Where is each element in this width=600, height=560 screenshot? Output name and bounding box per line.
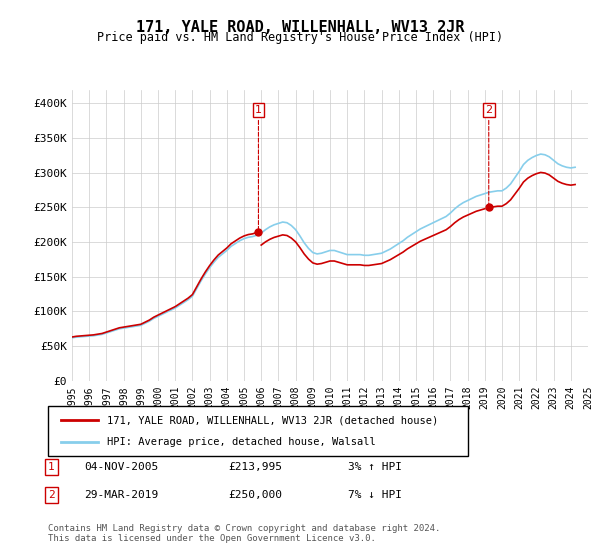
Text: Price paid vs. HM Land Registry's House Price Index (HPI): Price paid vs. HM Land Registry's House … [97, 31, 503, 44]
Text: £250,000: £250,000 [228, 490, 282, 500]
Text: 171, YALE ROAD, WILLENHALL, WV13 2JR: 171, YALE ROAD, WILLENHALL, WV13 2JR [136, 20, 464, 35]
Text: 2: 2 [48, 490, 55, 500]
FancyBboxPatch shape [48, 406, 468, 456]
Text: Contains HM Land Registry data © Crown copyright and database right 2024.
This d: Contains HM Land Registry data © Crown c… [48, 524, 440, 543]
Text: 1: 1 [255, 105, 262, 230]
Text: 7% ↓ HPI: 7% ↓ HPI [348, 490, 402, 500]
Text: HPI: Average price, detached house, Walsall: HPI: Average price, detached house, Wals… [107, 437, 376, 447]
Text: 29-MAR-2019: 29-MAR-2019 [84, 490, 158, 500]
Text: 3% ↑ HPI: 3% ↑ HPI [348, 462, 402, 472]
Text: 171, YALE ROAD, WILLENHALL, WV13 2JR (detached house): 171, YALE ROAD, WILLENHALL, WV13 2JR (de… [107, 415, 438, 425]
Text: 2: 2 [485, 105, 493, 205]
Text: £213,995: £213,995 [228, 462, 282, 472]
Text: 04-NOV-2005: 04-NOV-2005 [84, 462, 158, 472]
Text: 1: 1 [48, 462, 55, 472]
